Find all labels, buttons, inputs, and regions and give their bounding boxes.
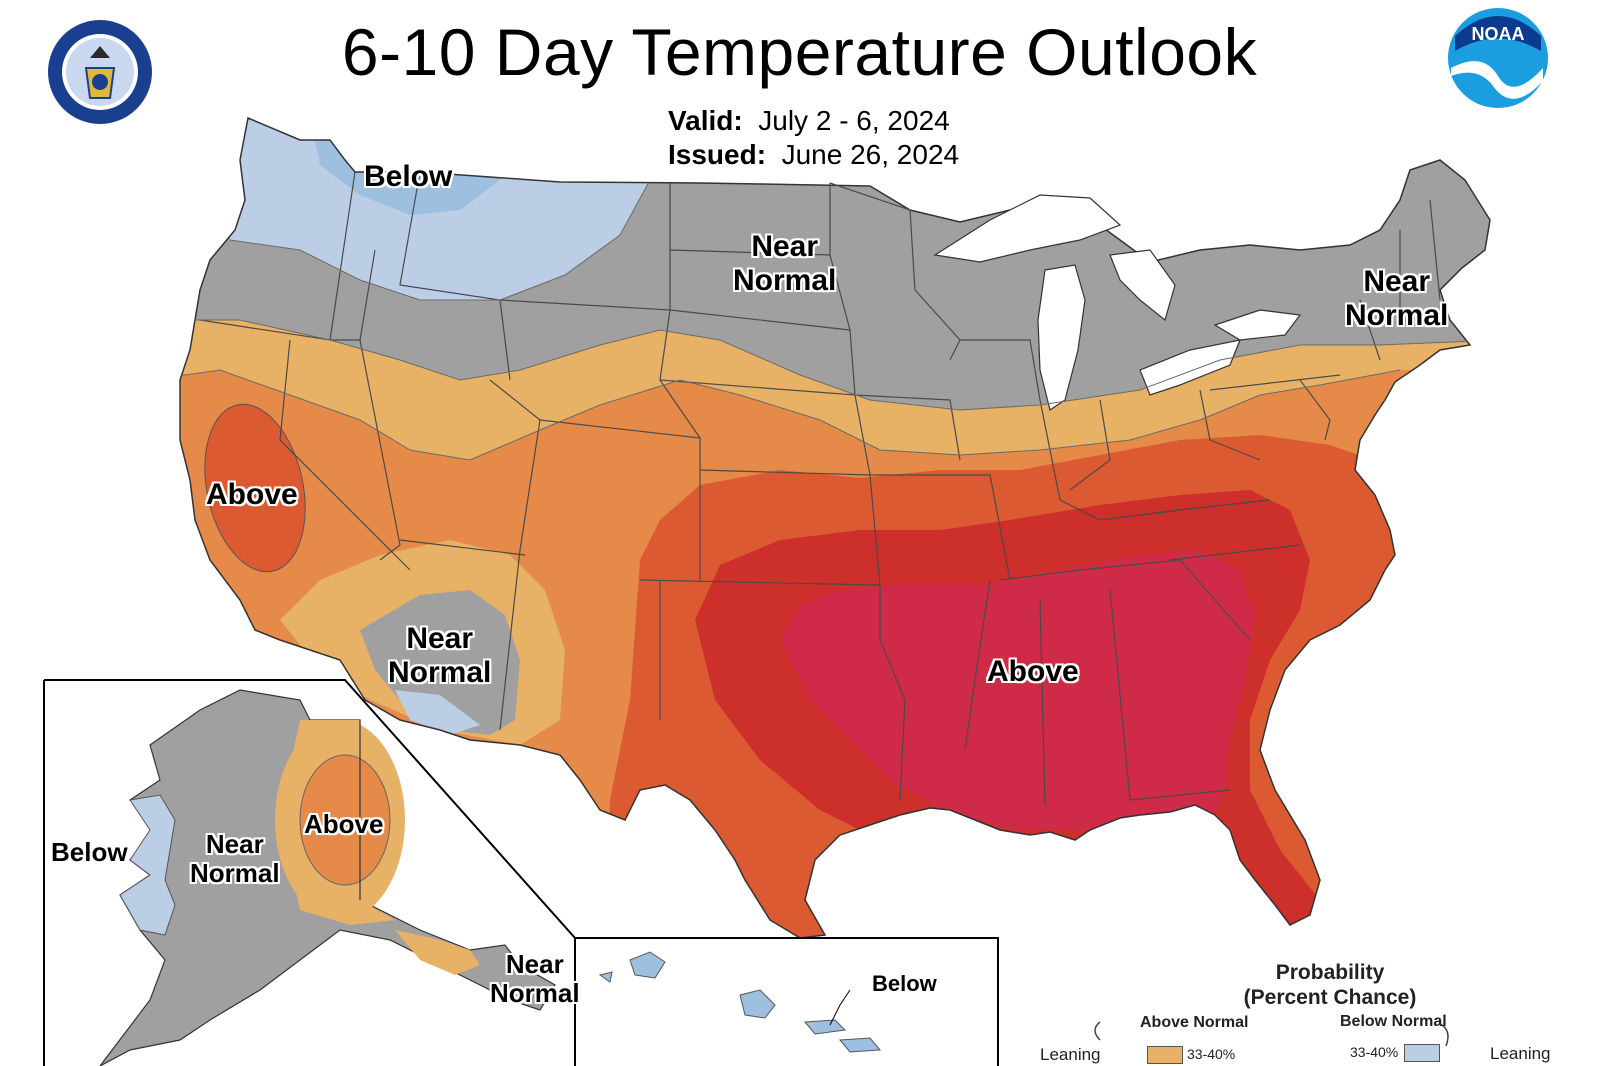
noaa-logo-text: NOAA	[1472, 24, 1525, 44]
label-ak-below: Below	[51, 837, 128, 867]
valid-row: Valid: July 2 - 6, 2024	[668, 104, 959, 138]
legend-above-swatch	[1147, 1046, 1183, 1064]
label-ak-se-near-normal: Near Normal	[490, 949, 580, 1009]
legend-above-range: 33-40%	[1187, 1046, 1236, 1062]
label-se-above: Above	[987, 655, 1079, 688]
legend-above-header: Above Normal	[1140, 1014, 1249, 1031]
valid-issued-block: Valid: July 2 - 6, 2024 Issued: June 26,…	[668, 104, 959, 172]
valid-dates: July 2 - 6, 2024	[758, 105, 950, 136]
valid-label: Valid:	[668, 105, 743, 136]
label-nw-below: Below	[364, 160, 453, 193]
legend-title: Probability (Percent Chance)	[1243, 961, 1417, 1009]
issued-row: Issued: June 26, 2024	[668, 138, 959, 172]
issued-date: June 26, 2024	[781, 139, 960, 170]
label-sw-near-normal: Near Normal	[388, 622, 492, 689]
label-north-near-normal: Near Normal	[733, 230, 837, 297]
legend-below-swatch	[1404, 1044, 1440, 1062]
legend-below-header: Below Normal	[1340, 1013, 1447, 1030]
issued-label: Issued:	[668, 139, 767, 170]
label-ak-near-normal: Near Normal	[190, 829, 280, 889]
legend-below-range: 33-40%	[1350, 1044, 1399, 1060]
label-hi-below: Below	[872, 971, 937, 996]
label-ak-above: Above	[304, 809, 384, 839]
page-title: 6-10 Day Temperature Outlook	[341, 15, 1258, 89]
label-ca-above: Above	[206, 478, 298, 511]
legend-below-leaning: Leaning	[1490, 1044, 1551, 1063]
noaa-logo: NOAA	[1448, 8, 1548, 108]
label-ne-near-normal: Near Normal	[1345, 265, 1449, 332]
doc-seal-logo	[48, 20, 152, 124]
legend-above-leaning: Leaning	[1040, 1045, 1101, 1064]
